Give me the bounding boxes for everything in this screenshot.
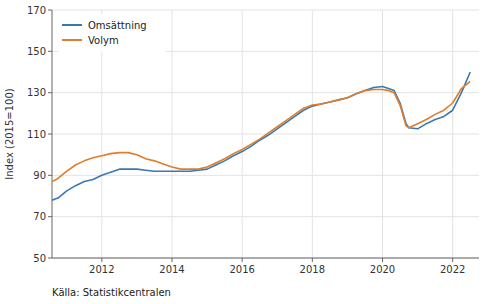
legend-label: Volym <box>88 35 119 46</box>
legend-swatch <box>62 24 82 26</box>
x-tick-label: 2022 <box>440 264 465 275</box>
y-grid-line <box>52 175 479 176</box>
y-grid-line <box>52 258 479 259</box>
y-tick-label: 150 <box>27 46 46 57</box>
legend-swatch <box>62 39 82 41</box>
legend: Omsättning Volym <box>58 14 166 52</box>
axes: 50 70 90 110 130 150 170 2012 2014 2016 2018 2020 20… <box>27 5 479 276</box>
x-tick <box>382 258 383 262</box>
legend-background <box>58 14 166 52</box>
x-axis-line <box>52 258 479 259</box>
y-tick-label: 130 <box>27 87 46 98</box>
y-tick <box>48 175 52 176</box>
x-tick <box>312 258 313 262</box>
y-tick <box>48 51 52 52</box>
y-tick-label: 90 <box>33 170 46 181</box>
x-grid-line <box>242 10 243 258</box>
y-axis-label: Index (2015=100) <box>4 88 15 180</box>
x-tick-label: 2020 <box>370 264 395 275</box>
legend-label: Omsättning <box>88 20 147 31</box>
series-line <box>52 81 470 181</box>
y-tick <box>48 258 52 259</box>
y-grid-line <box>52 10 479 11</box>
y-tick-label: 70 <box>33 211 46 222</box>
y-tick <box>48 134 52 135</box>
y-grid-line <box>52 216 479 217</box>
x-tick-label: 2018 <box>300 264 325 275</box>
x-tick <box>101 258 102 262</box>
x-tick-label: 2016 <box>229 264 254 275</box>
chart: 50 70 90 110 130 150 170 2012 2014 2016 2018 2020 20… <box>0 0 493 304</box>
grid <box>52 10 479 258</box>
x-tick-label: 2012 <box>89 264 114 275</box>
y-tick-label: 50 <box>33 253 46 264</box>
x-grid-line <box>171 10 172 258</box>
y-tick <box>48 216 52 217</box>
x-tick-label: 2014 <box>159 264 184 275</box>
x-grid-line <box>382 10 383 258</box>
x-grid-line <box>452 10 453 258</box>
x-tick <box>452 258 453 262</box>
plot-area <box>52 72 470 200</box>
y-tick-label: 170 <box>27 5 46 16</box>
series-line <box>52 72 470 200</box>
x-tick <box>171 258 172 262</box>
y-tick-label: 110 <box>27 129 46 140</box>
source-note: Källa: Statistikcentralen <box>52 287 171 298</box>
y-tick <box>48 92 52 93</box>
x-grid-line <box>312 10 313 258</box>
x-tick <box>242 258 243 262</box>
y-grid-line <box>52 92 479 93</box>
y-tick <box>48 10 52 11</box>
